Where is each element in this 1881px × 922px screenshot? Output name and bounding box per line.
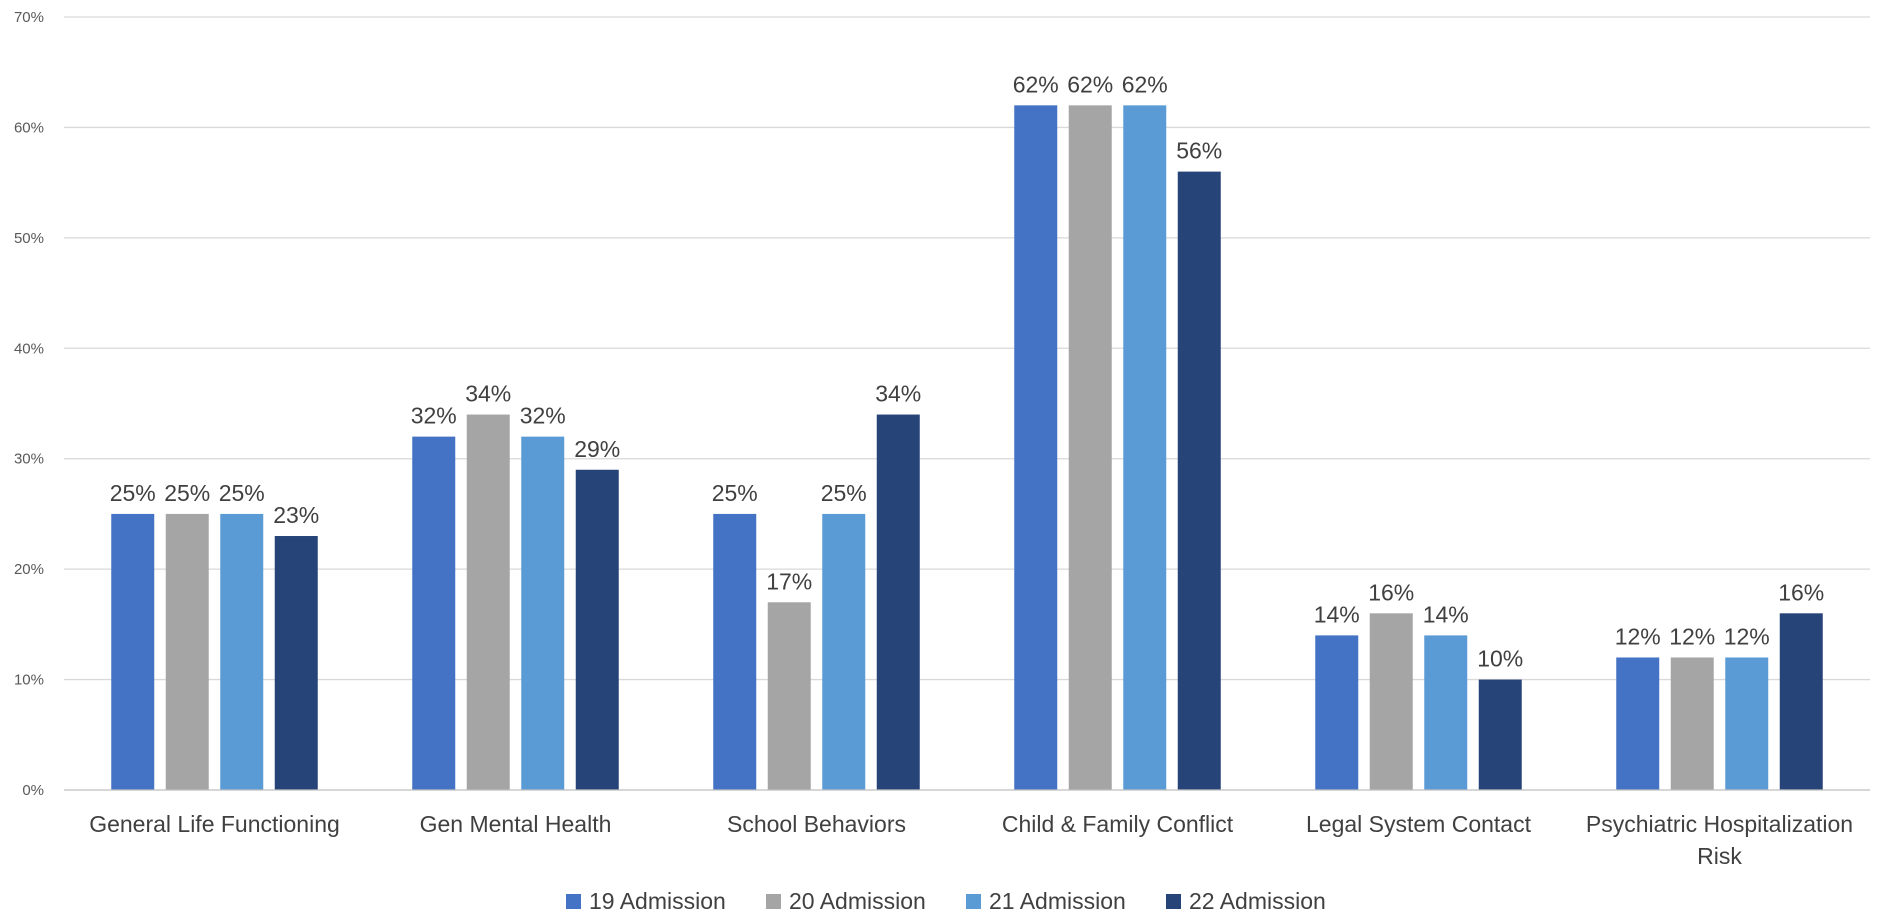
data-label: 62% [1013, 71, 1059, 97]
y-tick-label: 70% [14, 9, 44, 26]
data-label: 12% [1724, 623, 1770, 649]
data-label: 12% [1669, 623, 1715, 649]
y-tick-label: 50% [14, 230, 44, 247]
bars [111, 105, 1823, 791]
bar [1068, 105, 1112, 791]
legend-swatch [566, 894, 581, 909]
bar [466, 414, 510, 790]
bar [1725, 657, 1769, 790]
bar [1369, 613, 1413, 790]
legend-label: 21 Admission [989, 888, 1126, 914]
legend-swatch [966, 894, 981, 909]
category-label: Gen Mental Health [420, 811, 612, 837]
data-label: 17% [766, 568, 812, 594]
data-label: 23% [273, 502, 319, 528]
bar [767, 602, 811, 790]
y-tick-label: 10% [14, 672, 44, 689]
data-label: 25% [164, 480, 210, 506]
data-label: 32% [520, 403, 566, 429]
category-label: General Life Functioning [89, 811, 340, 837]
legend-label: 19 Admission [589, 888, 726, 914]
y-axis-tick-labels: 0% 10% 20% 30% 40% 50% 60% 70% [14, 9, 44, 799]
data-label: 29% [574, 436, 620, 462]
data-label: 62% [1122, 71, 1168, 97]
y-tick-label: 60% [14, 119, 44, 136]
data-label: 34% [875, 381, 921, 407]
bar [274, 536, 318, 790]
data-label: 25% [712, 480, 758, 506]
data-label: 56% [1176, 138, 1222, 164]
data-label: 25% [219, 480, 265, 506]
category-label: Risk [1697, 843, 1742, 869]
legend-label: 20 Admission [789, 888, 926, 914]
gridlines [64, 16, 1870, 681]
data-labels: 25% 25% 25% 23% 32% 34% 32% 29% 25% 17% 25% 34% 62% 6… [110, 71, 1825, 671]
y-tick-label: 0% [22, 782, 44, 799]
bar [521, 436, 565, 790]
x-axis-category-labels: General Life Functioning Gen Mental Healt… [89, 811, 1853, 869]
data-label: 62% [1067, 71, 1113, 97]
data-label: 16% [1368, 579, 1414, 605]
bar [111, 513, 155, 790]
data-label: 14% [1314, 601, 1360, 627]
y-tick-label: 20% [14, 561, 44, 578]
y-tick-label: 40% [14, 340, 44, 357]
legend-label: 22 Admission [1189, 888, 1326, 914]
bar [1670, 657, 1714, 790]
bar [165, 513, 209, 790]
category-label: School Behaviors [727, 811, 906, 837]
category-label: Child & Family Conflict [1002, 811, 1234, 837]
bar [1315, 635, 1359, 790]
bar [220, 513, 264, 790]
data-label: 16% [1778, 579, 1824, 605]
legend-swatch [1166, 894, 1181, 909]
bar [1177, 171, 1221, 791]
bar [1779, 613, 1823, 790]
data-label: 25% [821, 480, 867, 506]
bar [1014, 105, 1058, 791]
bar [1616, 657, 1660, 790]
data-label: 10% [1477, 646, 1523, 672]
bar [1424, 635, 1468, 790]
legend-swatch [766, 894, 781, 909]
data-label: 25% [110, 480, 156, 506]
category-label: Legal System Contact [1306, 811, 1532, 837]
legend: 19 Admission 20 Admission 21 Admission 22 A… [566, 888, 1326, 914]
bar [876, 414, 920, 790]
bar [713, 513, 757, 790]
data-label: 32% [411, 403, 457, 429]
category-label: Psychiatric Hospitalization [1586, 811, 1853, 837]
data-label: 14% [1423, 601, 1469, 627]
bar [575, 469, 619, 790]
bar [1478, 679, 1522, 790]
y-tick-label: 30% [14, 451, 44, 468]
bar [412, 436, 456, 790]
data-label: 12% [1615, 623, 1661, 649]
data-label: 34% [465, 381, 511, 407]
bar [1123, 105, 1167, 791]
bar [822, 513, 866, 790]
